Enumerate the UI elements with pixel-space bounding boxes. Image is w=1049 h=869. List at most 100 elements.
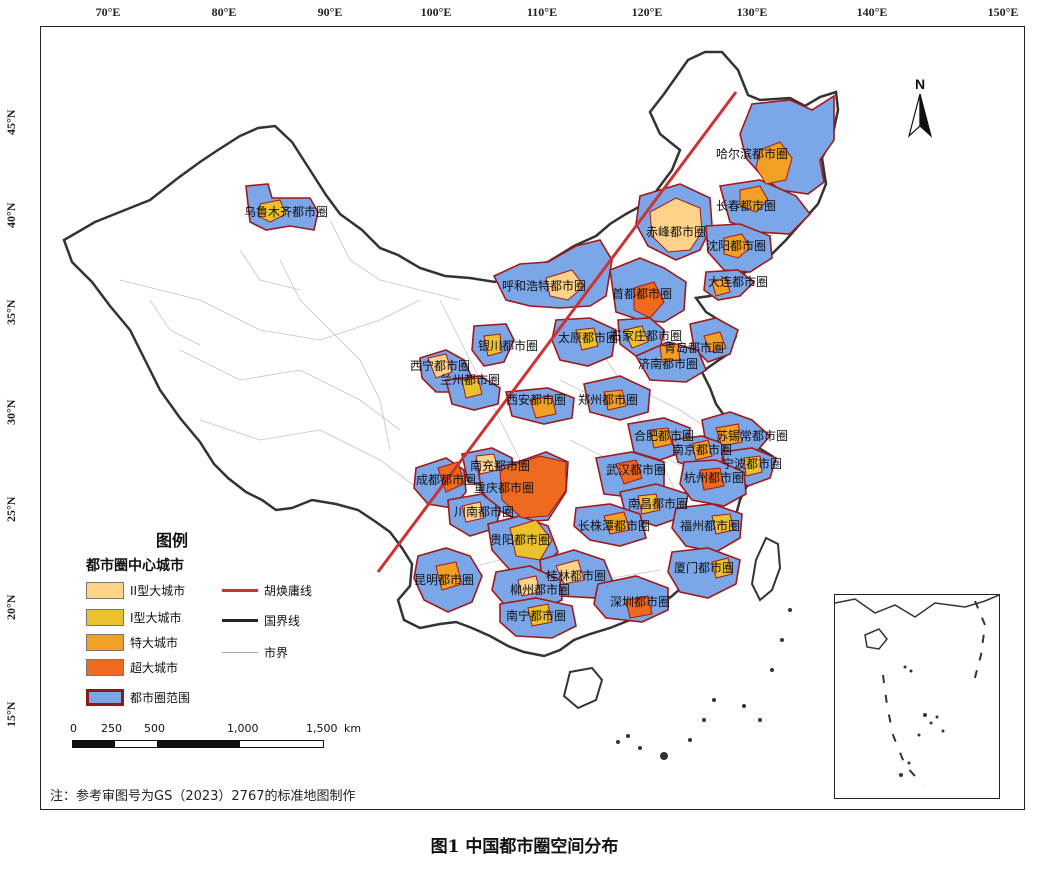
label-urumqi: 乌鲁木齐都市圈 [244, 204, 328, 219]
center-qingdao [703, 331, 727, 353]
label-dalian: 大连都市圈 [708, 274, 768, 289]
legend-item-type2: II型大城市 [86, 582, 185, 599]
label-liuzhou: 柳州都市圈 [510, 582, 570, 597]
center-urumqi [257, 199, 287, 223]
label-jinan: 济南都市圈 [638, 356, 698, 371]
lon-tick: 140°E [856, 5, 888, 19]
lon-tick: 80°E [211, 5, 237, 19]
center-xining [427, 353, 453, 379]
legend-label: 国界线 [264, 614, 301, 628]
center-shenzhen [625, 595, 653, 619]
label-nanning: 南宁都市圈 [506, 608, 566, 623]
legend-item-supercity: 超大城市 [86, 659, 178, 676]
center-nanchang [637, 493, 661, 515]
label-wuhan: 武汉都市圈 [606, 462, 666, 477]
legend-line-swatch [222, 652, 258, 653]
center-cities [257, 141, 793, 627]
label-nanjing: 南京都市圈 [672, 442, 732, 457]
label-guilin: 桂林都市圈 [546, 568, 606, 583]
label-changzhutan: 长株潭都市圈 [578, 518, 650, 533]
legend-subtitle: 都市圈中心城市 [86, 558, 184, 574]
center-guiyang [509, 519, 553, 561]
label-hangzhou: 杭州都市圈 [684, 470, 744, 485]
legend-title: 图例 [156, 531, 189, 550]
legend-label: I型大城市 [130, 611, 182, 625]
legend-label: II型大城市 [130, 584, 186, 598]
metro-hohhot [492, 239, 613, 309]
legend-swatch [86, 609, 124, 626]
center-xian [529, 395, 557, 419]
sea-islands [616, 608, 792, 760]
center-zhengzhou [603, 389, 627, 411]
label-hohhot: 呼和浩特都市圈 [502, 278, 586, 293]
legend-line-city: 市界 [222, 644, 288, 661]
center-dalian [711, 277, 731, 297]
label-xining: 西宁都市圈 [410, 358, 470, 373]
legend-item-megacity: 特大城市 [86, 634, 178, 651]
label-lanzhou: 兰州都市圈 [440, 372, 500, 387]
scale-bar-graphic [72, 740, 324, 748]
lon-tick: 110°E [526, 5, 558, 19]
lon-tick: 70°E [95, 5, 121, 19]
legend-item-type1: I型大城市 [86, 609, 182, 626]
legend-line-swatch [222, 589, 258, 592]
north-arrow: N [903, 76, 937, 140]
center-changchun [739, 185, 769, 213]
center-capital [633, 281, 665, 319]
center-nanning [527, 603, 553, 627]
label-yinchuan: 银川都市圈 [478, 338, 538, 353]
center-chifeng [649, 197, 703, 253]
legend-swatch [86, 582, 124, 599]
legend-label: 都市圈范围 [130, 691, 191, 705]
center-shijiazhuang [623, 325, 649, 349]
center-yinchuan [483, 333, 503, 357]
north-label: N [914, 76, 926, 92]
label-shijiazhuang: 石家庄都市圈 [610, 328, 682, 343]
scale-label: 1,000 [227, 722, 259, 735]
label-taiyuan: 太原都市圈 [558, 330, 618, 345]
legend-label: 胡焕庸线 [264, 584, 313, 598]
center-liuzhou [517, 575, 541, 597]
lon-tick: 90°E [317, 5, 343, 19]
scale-label: 1,500 [306, 722, 338, 735]
center-ningbo [743, 455, 763, 477]
label-ningbo: 宁波都市圈 [722, 456, 782, 471]
label-shenyang: 沈阳都市圈 [706, 238, 766, 253]
legend-item-metro-range: 都市圈范围 [86, 689, 190, 706]
legend-label: 超大城市 [130, 661, 179, 675]
figure-caption: 图1 中国都市圈空间分布 [430, 837, 619, 857]
center-lanzhou [461, 377, 483, 399]
label-zhengzhou: 郑州都市圈 [578, 392, 638, 407]
legend-line-swatch [222, 619, 258, 622]
lon-tick: 150°E [987, 5, 1019, 19]
lon-tick: 120°E [631, 5, 663, 19]
label-hefei: 合肥都市圈 [634, 428, 694, 443]
label-qingdao: 青岛都市圈 [664, 340, 724, 355]
scale-unit: km [344, 722, 362, 735]
center-hangzhou [699, 467, 725, 491]
center-fuzhou [711, 513, 735, 535]
label-chifeng: 赤峰都市圈 [646, 224, 706, 239]
hu-line [376, 91, 738, 573]
label-guiyang: 贵阳都市圈 [490, 532, 550, 547]
legend-swatch [86, 689, 124, 706]
metro-labels: 哈尔滨都市圈 长春都市圈 赤峰都市圈 沈阳都市圈 大连都市圈 乌鲁木齐都市圈 呼… [244, 146, 788, 623]
label-suxichang: 苏锡常都市圈 [716, 428, 788, 443]
center-nanchong [475, 453, 499, 475]
center-chongqing [499, 455, 567, 519]
center-hohhot [545, 269, 585, 301]
label-kunming: 昆明都市圈 [414, 572, 474, 587]
label-shenzhen: 深圳都市圈 [610, 594, 670, 609]
label-chengdu: 成都都市圈 [416, 472, 476, 487]
center-hefei [649, 427, 673, 449]
label-chongqing: 重庆都市圈 [474, 480, 534, 495]
label-nanchang: 南昌都市圈 [628, 496, 688, 511]
center-taiyuan [575, 327, 599, 351]
label-nanchong: 南充都市圈 [470, 458, 530, 473]
center-wuhan [615, 459, 643, 485]
label-harbin: 哈尔滨都市圈 [716, 146, 788, 161]
label-xiamen: 厦门都市圈 [674, 560, 734, 575]
center-xiamen [711, 557, 733, 579]
scale-label: 500 [144, 722, 165, 735]
